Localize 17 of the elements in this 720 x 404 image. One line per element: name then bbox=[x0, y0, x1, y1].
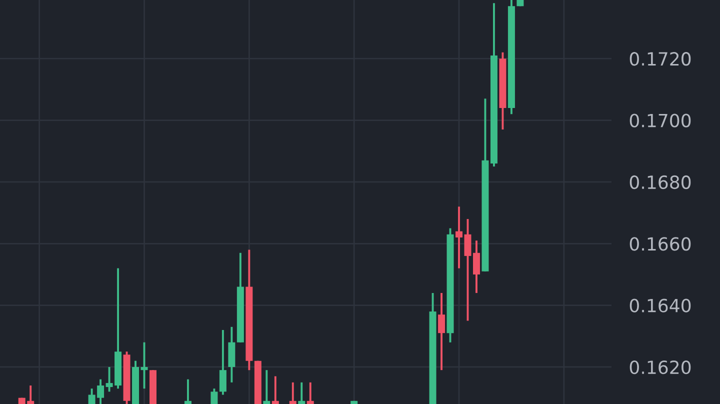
candlestick bbox=[289, 381, 296, 404]
candlestick bbox=[472, 240, 480, 294]
candlestick bbox=[263, 369, 270, 404]
candlestick bbox=[272, 375, 279, 404]
y-tick-label: 0.1700 bbox=[630, 114, 691, 128]
candlestick bbox=[298, 381, 306, 404]
candlestick bbox=[306, 381, 314, 404]
y-tick-label: 0.1620 bbox=[630, 360, 691, 374]
candlestick bbox=[219, 329, 226, 396]
candlestick bbox=[140, 341, 148, 390]
y-tick-label: 0.1720 bbox=[630, 52, 691, 66]
candlestick bbox=[438, 292, 446, 372]
y-tick-label: 0.1640 bbox=[630, 298, 691, 312]
y-tick-label: 0.1680 bbox=[630, 175, 691, 190]
y-tick-label: 0.1660 bbox=[630, 237, 691, 251]
candlestick bbox=[210, 388, 218, 404]
candlestick bbox=[184, 378, 192, 404]
